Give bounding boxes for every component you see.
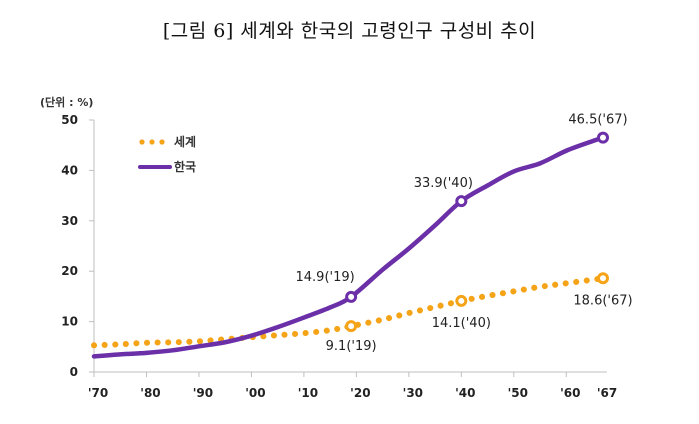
x-tick-label: '50 bbox=[508, 386, 528, 400]
x-tick-label: '30 bbox=[403, 386, 423, 400]
highlight-marker-world bbox=[345, 320, 358, 333]
legend-swatch-world bbox=[139, 139, 145, 145]
x-tick-label: '70 bbox=[88, 386, 108, 400]
x-tick-label: '10 bbox=[298, 386, 318, 400]
highlight-marker-korea bbox=[597, 131, 609, 144]
y-tick-label: 50 bbox=[61, 113, 78, 127]
legend-label-world: 세계 bbox=[174, 134, 196, 149]
x-tick-label: '60 bbox=[560, 386, 580, 400]
x-tick-label: '80 bbox=[140, 386, 160, 400]
labels-layer: 9.1('19) 14.1('40) 18.6('67) 14.9('19) 33.9(… bbox=[296, 113, 633, 354]
y-tick-label: 10 bbox=[61, 315, 78, 329]
y-tick-label: 40 bbox=[61, 163, 78, 177]
x-tick-label: '40 bbox=[455, 386, 475, 400]
series-layer bbox=[91, 131, 609, 359]
chart-title: [그림 6] 세계와 한국의 고령인구 구성비 추이 bbox=[162, 20, 537, 42]
highlight-marker-korea bbox=[455, 195, 468, 208]
y-tick-label: 0 bbox=[70, 365, 78, 379]
highlight-marker-korea bbox=[345, 290, 358, 303]
y-tick-label: 20 bbox=[61, 264, 78, 278]
x-tick-label: '00 bbox=[245, 386, 265, 400]
highlight-marker-world bbox=[597, 272, 609, 285]
data-label-world: 14.1('40) bbox=[432, 316, 491, 331]
series-line-world bbox=[91, 275, 606, 349]
data-label-korea: 33.9('40) bbox=[414, 176, 473, 191]
data-label-world: 9.1('19) bbox=[326, 339, 377, 354]
data-label-korea: 14.9('19) bbox=[296, 270, 355, 285]
x-tick-label: '90 bbox=[193, 386, 213, 400]
unit-label: (단위 : %) bbox=[40, 95, 93, 109]
x-tick-label: '20 bbox=[350, 386, 370, 400]
data-label-world: 18.6('67) bbox=[573, 293, 632, 308]
legend-swatch-world bbox=[149, 139, 155, 145]
legend-label-korea: 한국 bbox=[174, 159, 196, 174]
axes: (단위 : %) 0 10 20 30 40 50 '70 '80 '90 '00 '10 '20 '30… bbox=[40, 95, 617, 400]
legend-swatch-world bbox=[159, 139, 165, 145]
data-label-korea: 46.5('67) bbox=[568, 113, 627, 128]
highlight-marker-world bbox=[455, 294, 468, 307]
y-tick-label: 30 bbox=[61, 214, 78, 228]
x-tick-label: '67 bbox=[597, 386, 617, 400]
